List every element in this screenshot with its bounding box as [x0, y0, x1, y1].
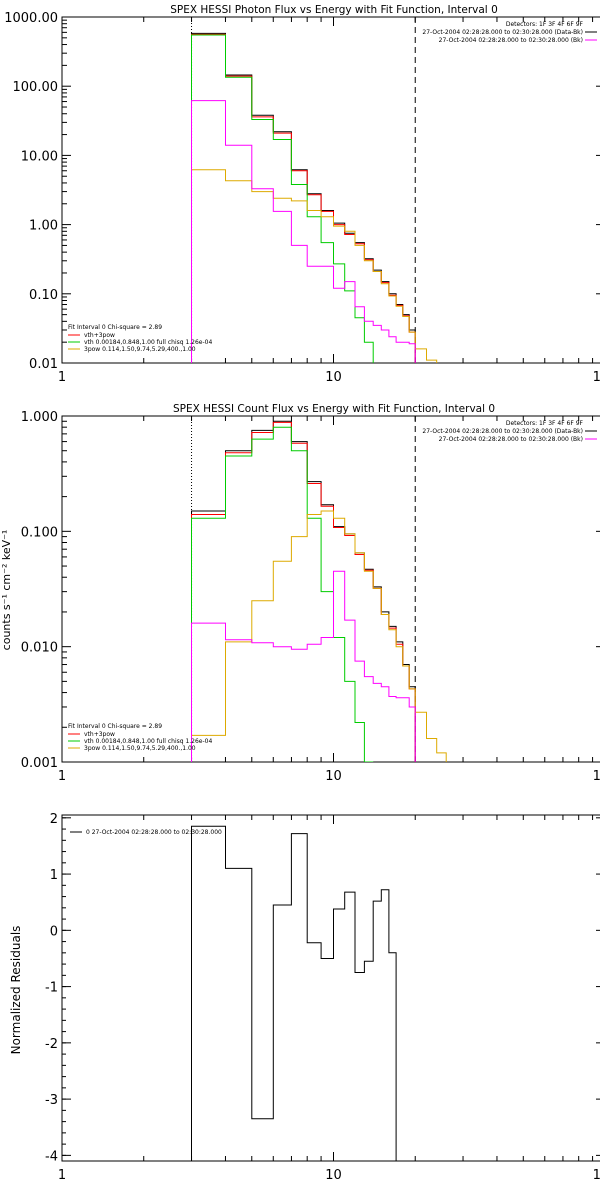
legend-right-text: 27-Oct-2004 02:28:28.000 to 02:30:28.000…: [439, 37, 583, 44]
y-tick-label: 0.010: [21, 641, 58, 656]
y-tick-label: 10.00: [21, 149, 58, 164]
y-tick-label: 2: [50, 812, 58, 827]
legend-left-entry: vth 0.00184,0.848,1.00 full chisq 1.26e-…: [84, 339, 212, 346]
chart-title: SPEX HESSI Count Flux vs Energy with Fit…: [173, 403, 495, 415]
y-tick-label: -4: [45, 1149, 58, 1164]
y-axis-label: Normalized Residuals: [9, 926, 23, 1055]
series-step-line-1: [191, 421, 416, 762]
y-tick-label: 1.00: [29, 219, 58, 234]
count-flux-panel: SPEX HESSI Count Flux vs Energy with Fit…: [0, 403, 600, 784]
y-tick-label: 0.001: [21, 756, 58, 771]
series-step-line-0: [191, 825, 397, 1161]
plot-frame: [61, 16, 600, 364]
series-step-line-4: [191, 570, 416, 762]
legend-right-text: 27-Oct-2004 02:28:28.000 to 02:30:28.000…: [422, 428, 583, 435]
series-step-line-1: [191, 33, 416, 363]
y-tick-label: 0: [50, 924, 58, 939]
photon-flux-panel: SPEX HESSI Photon Flux vs Energy with Fi…: [4, 4, 600, 385]
legend-left-entry: 3pow 0.114,1.50,9.74,5.29,400.,1.00: [84, 745, 196, 752]
legend-left-entry: 3pow 0.114,1.50,9.74,5.29,400.,1.00: [84, 346, 196, 353]
x-tick-label: 1: [58, 769, 66, 784]
x-tick-label: 1: [58, 370, 66, 385]
legend-right-text: 27-Oct-2004 02:28:28.000 to 02:30:28.000…: [422, 29, 583, 36]
legend-left-heading: Fit Interval 0 Chi-square = 2.89: [68, 723, 162, 730]
y-tick-label: -3: [45, 1093, 58, 1108]
y-tick-label: 100.00: [13, 80, 59, 95]
y-tick-label: 1000.00: [4, 11, 58, 26]
y-tick-label: -2: [45, 1037, 58, 1052]
y-tick-label: -1: [45, 981, 58, 996]
x-tick-label: 10: [325, 370, 342, 385]
x-tick-label: 100: [593, 370, 600, 385]
series-step-line-4: [191, 100, 416, 363]
plot-frame: [61, 814, 600, 1162]
series-step-line-3: [191, 510, 447, 762]
y-tick-label: 1: [50, 868, 58, 883]
y-tick-label: 0.10: [29, 288, 58, 303]
residuals-panel: Normalized Residuals 1 10 100 -4 -3 -2 -1 0 1 2 0…: [9, 812, 600, 1183]
x-tick-label: 10: [325, 1168, 342, 1183]
y-tick-label: 0.01: [29, 357, 58, 372]
x-tick-label: 1: [58, 1168, 66, 1183]
legend-left-entry: vth 0.00184,0.848,1.00 full chisq 1.26e-…: [84, 738, 212, 745]
x-tick-label: 10: [325, 769, 342, 784]
legend-right-text: Detectors: 1F 3F 4F 6F 9F: [506, 420, 584, 427]
legend-left-entry: 0 27-Oct-2004 02:28:28.000 to 02:30:28.0…: [86, 829, 222, 836]
chart-title: SPEX HESSI Photon Flux vs Energy with Fi…: [170, 4, 498, 16]
x-tick-label: 100: [593, 769, 600, 784]
series-step-line-0: [191, 32, 416, 363]
legend-right-text: 27-Oct-2004 02:28:28.000 to 02:30:28.000…: [439, 436, 583, 443]
y-tick-label: 1.000: [21, 410, 58, 425]
plot-frame: [61, 415, 600, 763]
legend-left-heading: Fit Interval 0 Chi-square = 2.89: [68, 324, 162, 331]
y-axis-label: counts s⁻¹ cm⁻² keV⁻¹: [0, 530, 13, 651]
x-tick-label: 100: [593, 1168, 600, 1183]
y-tick-label: 0.100: [21, 525, 58, 540]
legend-left-entry: vth+3pow: [84, 332, 115, 339]
legend-right-text: Detectors: 1F 3F 4F 6F 9F: [506, 21, 584, 28]
legend-left-entry: vth+3pow: [84, 731, 115, 738]
series-step-line-2: [191, 426, 374, 762]
series-step-line-2: [191, 34, 382, 363]
